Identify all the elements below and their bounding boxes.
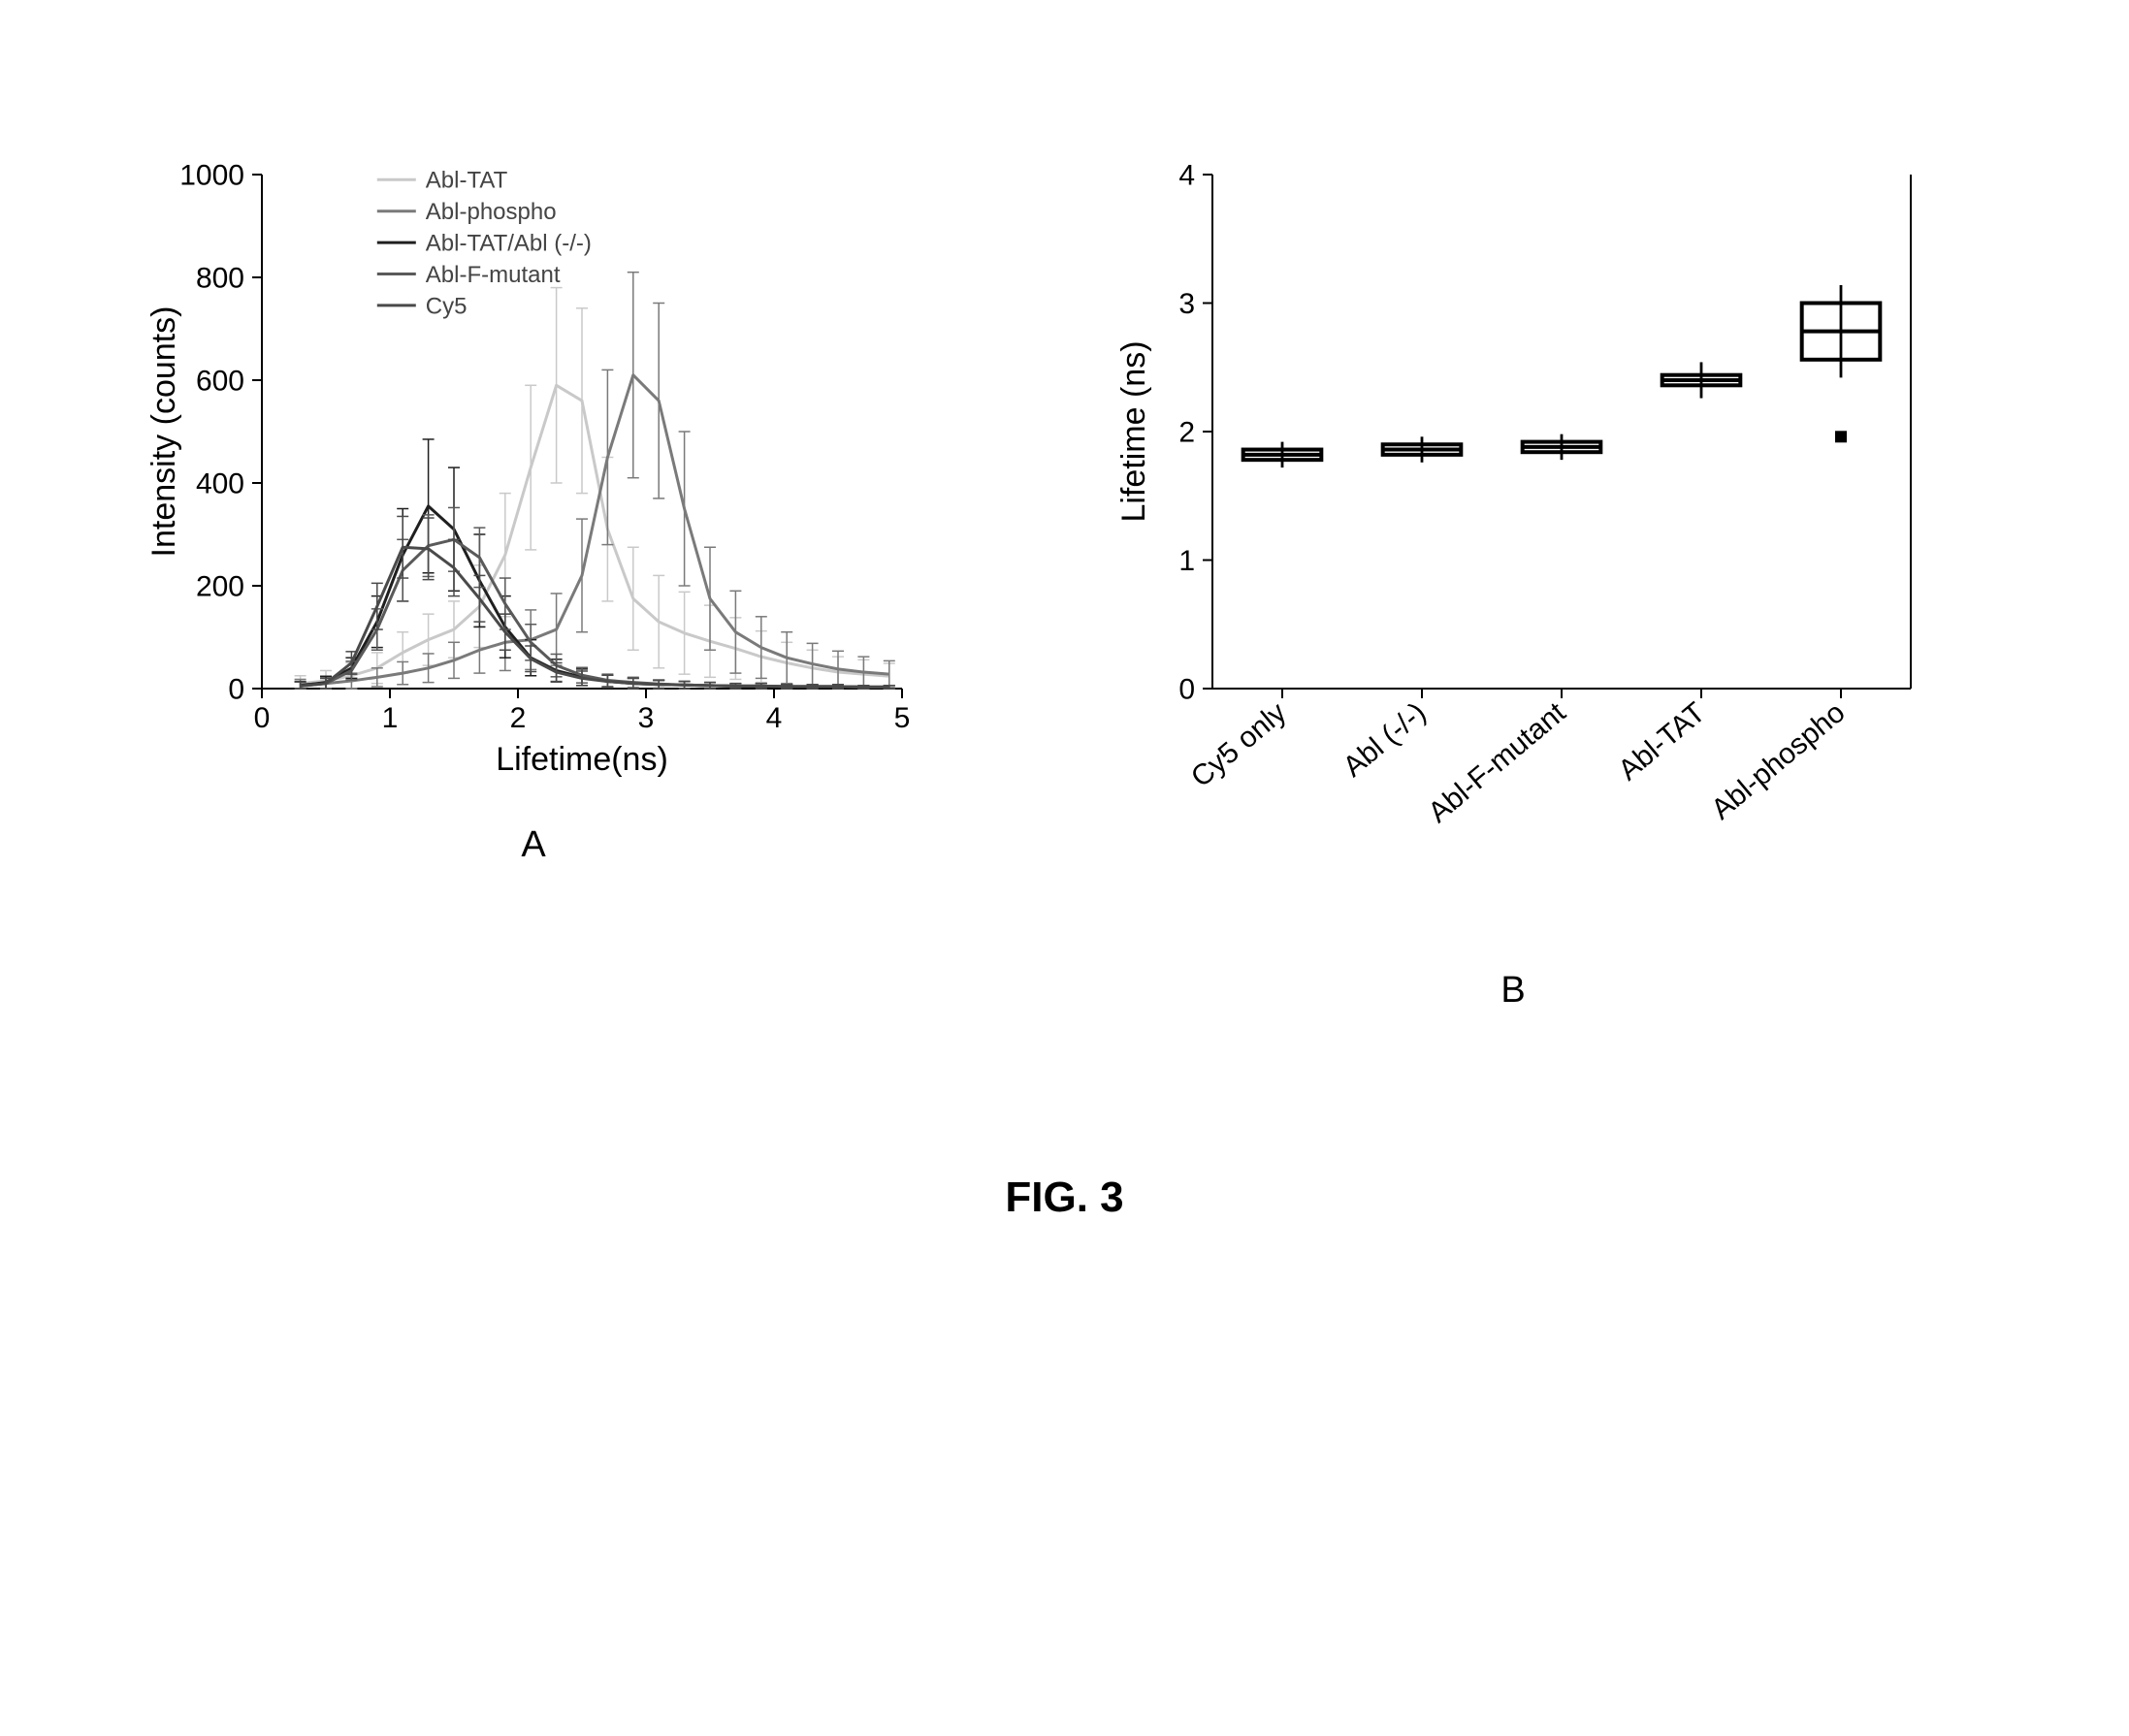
svg-text:0: 0 (1178, 674, 1195, 706)
svg-text:800: 800 (196, 263, 244, 295)
svg-text:1: 1 (1178, 545, 1195, 577)
panel-a-chart: 0 1 2 3 4 5 0 200 400 600 800 1000 Lifetime(ns) Inten… (126, 155, 941, 795)
svg-text:2: 2 (1178, 417, 1195, 449)
svg-text:Abl-TAT: Abl-TAT (426, 168, 508, 194)
svg-text:Cy5: Cy5 (426, 293, 468, 319)
svg-text:Abl-F-mutant: Abl-F-mutant (426, 262, 561, 288)
panel-b: 0 1 2 3 4 Lifetime (ns) Cy5 only Abl (-/-)Abl-F… (1077, 155, 1950, 1012)
svg-text:Abl-phospho: Abl-phospho (1705, 696, 1851, 826)
panels-row: 0 1 2 3 4 5 0 200 400 600 800 1000 Lifetime(ns) Inten… (126, 155, 2003, 1012)
svg-text:0: 0 (228, 674, 244, 706)
panel-b-caption: B (1500, 970, 1525, 1012)
panel-a-caption: A (521, 824, 545, 866)
svg-text:4: 4 (766, 702, 783, 734)
panel-a: 0 1 2 3 4 5 0 200 400 600 800 1000 Lifetime(ns) Inten… (126, 155, 941, 866)
page: 0 1 2 3 4 5 0 200 400 600 800 1000 Lifetime(ns) Inten… (0, 0, 2129, 1736)
svg-text:1: 1 (382, 702, 399, 734)
svg-text:Intensity (counts): Intensity (counts) (145, 306, 182, 558)
svg-text:600: 600 (196, 366, 244, 398)
svg-text:3: 3 (638, 702, 655, 734)
svg-text:1000: 1000 (179, 160, 244, 192)
panel-b-chart: 0 1 2 3 4 Lifetime (ns) Cy5 only Abl (-/-)Abl-F… (1077, 155, 1950, 941)
svg-text:3: 3 (1178, 288, 1195, 320)
svg-text:Cy5 only: Cy5 only (1185, 696, 1293, 793)
svg-text:Abl-F-mutant: Abl-F-mutant (1422, 696, 1572, 829)
svg-text:400: 400 (196, 468, 244, 500)
svg-text:Abl (-/-): Abl (-/-) (1338, 696, 1433, 784)
svg-text:Abl-TAT/Abl (-/-): Abl-TAT/Abl (-/-) (426, 231, 592, 257)
svg-text:0: 0 (254, 702, 271, 734)
svg-text:4: 4 (1178, 160, 1195, 192)
svg-text:Abl-TAT: Abl-TAT (1612, 696, 1711, 787)
svg-text:2: 2 (510, 702, 527, 734)
svg-text:Lifetime(ns): Lifetime(ns) (496, 741, 668, 778)
svg-text:200: 200 (196, 571, 244, 603)
svg-text:Abl-phospho: Abl-phospho (426, 199, 557, 225)
svg-text:5: 5 (894, 702, 911, 734)
svg-text:Lifetime (ns): Lifetime (ns) (1115, 340, 1152, 522)
figure-label: FIG. 3 (0, 1173, 2129, 1222)
